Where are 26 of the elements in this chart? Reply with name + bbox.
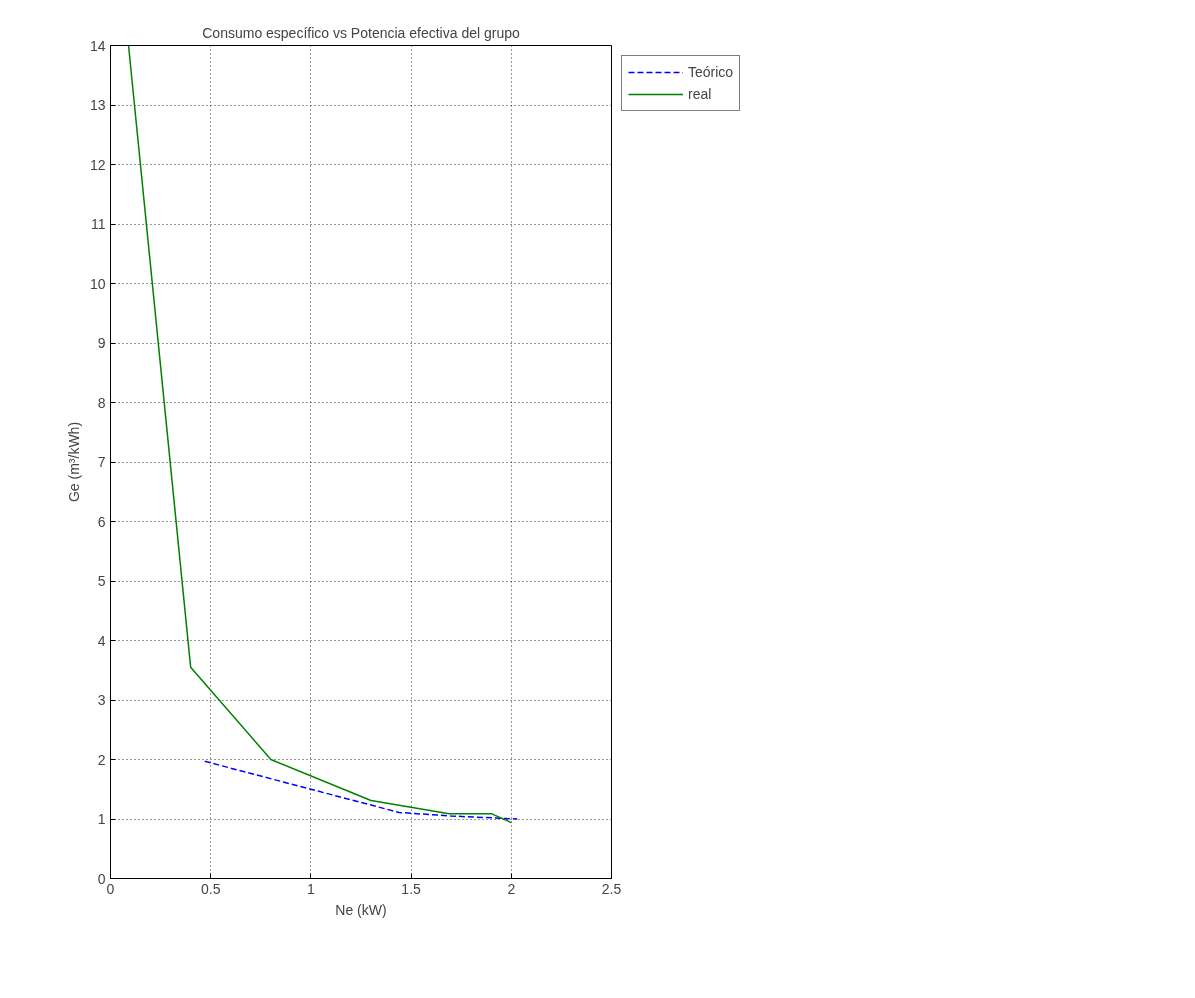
y-tick-label: 13 xyxy=(89,97,106,113)
legend-label: real xyxy=(688,86,712,102)
y-tick-label: 1 xyxy=(97,811,106,827)
y-tick-label: 8 xyxy=(97,394,106,411)
y-axis-title: Ge (m³/kWh) xyxy=(65,421,82,503)
chart-title: Consumo específico vs Potencia efectiva del grupo xyxy=(202,24,520,41)
y-tick-label: 2 xyxy=(97,751,106,768)
y-tick-label: 12 xyxy=(89,156,106,173)
y-tick-label: 4 xyxy=(97,632,106,649)
x-tick-label: 1 xyxy=(307,880,316,897)
legend-label: Teórico xyxy=(688,64,734,80)
y-tick-label: 6 xyxy=(97,513,106,530)
y-tick-label: 7 xyxy=(97,454,106,470)
y-tick-label: 11 xyxy=(90,216,106,232)
line-series xyxy=(203,760,519,820)
x-tick-label: 0.5 xyxy=(200,880,221,897)
y-tick-label: 10 xyxy=(89,275,106,292)
line-series xyxy=(127,45,513,824)
x-tick-label: 1.5 xyxy=(401,880,422,897)
y-tick-label: 3 xyxy=(97,692,106,708)
x-tick-label: 2 xyxy=(507,880,516,897)
y-tick-label: 14 xyxy=(89,37,106,54)
y-tick-label: 9 xyxy=(97,335,106,351)
x-axis-title: Ne (kW) xyxy=(335,901,387,918)
y-tick-label: 5 xyxy=(97,573,106,589)
x-tick-label: 2.5 xyxy=(601,880,622,897)
